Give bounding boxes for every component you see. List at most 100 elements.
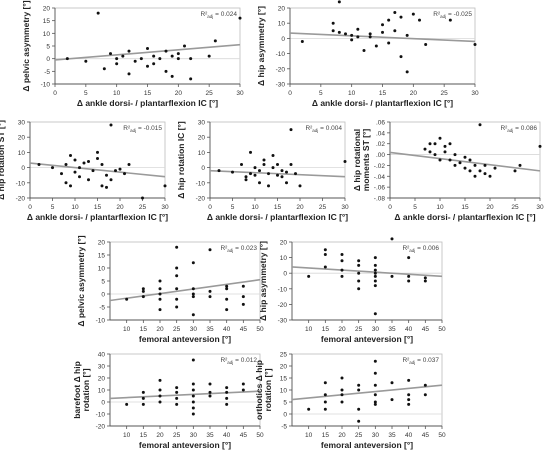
data-point xyxy=(340,388,344,392)
x-tick-label: 15 xyxy=(322,326,330,333)
data-point xyxy=(271,166,275,170)
data-point xyxy=(191,388,195,392)
data-point xyxy=(424,42,428,46)
data-point xyxy=(357,279,361,283)
data-point xyxy=(191,313,195,317)
data-point xyxy=(323,393,327,397)
data-point xyxy=(373,284,377,288)
data-point xyxy=(483,172,487,176)
data-point xyxy=(407,274,411,278)
data-point xyxy=(473,174,477,178)
y-tick-label: 10 xyxy=(280,388,288,395)
data-point xyxy=(267,172,270,176)
data-point xyxy=(164,69,168,73)
data-point xyxy=(73,158,77,162)
data-point xyxy=(240,163,243,167)
x-tick-label: 5 xyxy=(84,90,88,97)
x-tick-label: 20 xyxy=(410,90,418,97)
data-point xyxy=(170,74,174,78)
data-point xyxy=(175,386,179,390)
chart-p2: -30 -20 -10 0 10 20 0 5 10 15 20 25 30 R²adj = -0.025… xyxy=(256,0,479,108)
data-point xyxy=(158,400,162,404)
data-point xyxy=(280,169,284,173)
data-point xyxy=(249,150,252,154)
data-point xyxy=(493,166,497,170)
y-tick-label: -10 xyxy=(41,82,51,89)
data-point xyxy=(164,49,168,53)
data-point xyxy=(189,57,193,61)
x-tick-label: 30 xyxy=(372,326,380,333)
x-axis-label: femoral anteversion [°] xyxy=(321,334,413,344)
data-point xyxy=(141,287,145,291)
plot-frame xyxy=(29,121,166,199)
x-tick-label: 45 xyxy=(240,326,248,333)
y-tick-label: 20 xyxy=(43,6,51,13)
plot-frame xyxy=(291,353,443,427)
x-tick-label: 20 xyxy=(156,432,164,439)
data-point xyxy=(141,396,145,400)
data-point xyxy=(362,49,366,53)
data-point xyxy=(82,161,86,165)
data-point xyxy=(468,169,472,173)
data-point xyxy=(407,279,411,283)
data-point xyxy=(141,295,145,299)
regression-line xyxy=(29,162,166,178)
data-point xyxy=(238,16,242,20)
data-point xyxy=(258,169,261,173)
data-point xyxy=(298,184,302,188)
data-point xyxy=(60,172,63,176)
x-tick-label: 5 xyxy=(319,90,323,97)
y-tick-label: -30 xyxy=(278,318,288,325)
data-point xyxy=(64,163,68,167)
data-point xyxy=(191,400,195,404)
y-tick-label: -5 xyxy=(99,305,105,312)
data-point xyxy=(118,167,122,171)
r2-annotation: R²adj = 0.024 xyxy=(200,11,237,19)
data-point xyxy=(294,172,297,176)
y-tick-label: .04 xyxy=(376,130,385,137)
data-point xyxy=(217,169,221,173)
data-point xyxy=(423,147,427,151)
data-point xyxy=(407,398,411,402)
data-point xyxy=(373,263,377,267)
y-tick-label: -5 xyxy=(44,69,50,76)
y-tick-label: -30 xyxy=(276,82,286,89)
data-point xyxy=(418,18,421,22)
data-point xyxy=(191,412,195,416)
data-point xyxy=(331,21,335,25)
data-point xyxy=(125,297,129,301)
data-point xyxy=(356,35,360,39)
data-point xyxy=(428,142,432,146)
y-tick-label: 20 xyxy=(98,240,106,247)
y-tick-label: 10 xyxy=(280,255,288,262)
data-point xyxy=(463,155,467,159)
data-point xyxy=(73,170,77,174)
data-point xyxy=(141,402,145,406)
y-tick-label: 30 xyxy=(98,364,106,371)
x-tick-label: 45 xyxy=(422,326,430,333)
r2-annotation: R²adj = 0.037 xyxy=(402,357,439,365)
x-tick-label: 0 xyxy=(53,90,57,97)
data-point xyxy=(225,284,229,288)
data-point xyxy=(241,284,245,288)
regression-line xyxy=(291,266,443,278)
y-tick-label: 20 xyxy=(280,364,288,371)
y-tick-label: 5 xyxy=(101,279,105,286)
data-point xyxy=(208,248,212,252)
x-tick-label: 10 xyxy=(123,432,131,439)
data-point xyxy=(399,55,403,59)
x-tick-label: 25 xyxy=(319,204,327,211)
data-point xyxy=(175,297,179,301)
data-point xyxy=(69,153,72,157)
x-tick-label: 25 xyxy=(173,432,181,439)
x-tick-label: 50 xyxy=(256,432,264,439)
y-tick-label: -20 xyxy=(278,302,288,309)
x-tick-label: 5 xyxy=(413,204,417,211)
x-tick-label: 20 xyxy=(486,204,494,211)
data-point xyxy=(127,72,131,76)
y-axis-label: Δ hip asymmetry [°] xyxy=(258,241,268,321)
x-tick-label: 40 xyxy=(405,432,413,439)
x-tick-label: 20 xyxy=(296,204,304,211)
data-point xyxy=(340,393,344,397)
data-point xyxy=(64,181,68,185)
